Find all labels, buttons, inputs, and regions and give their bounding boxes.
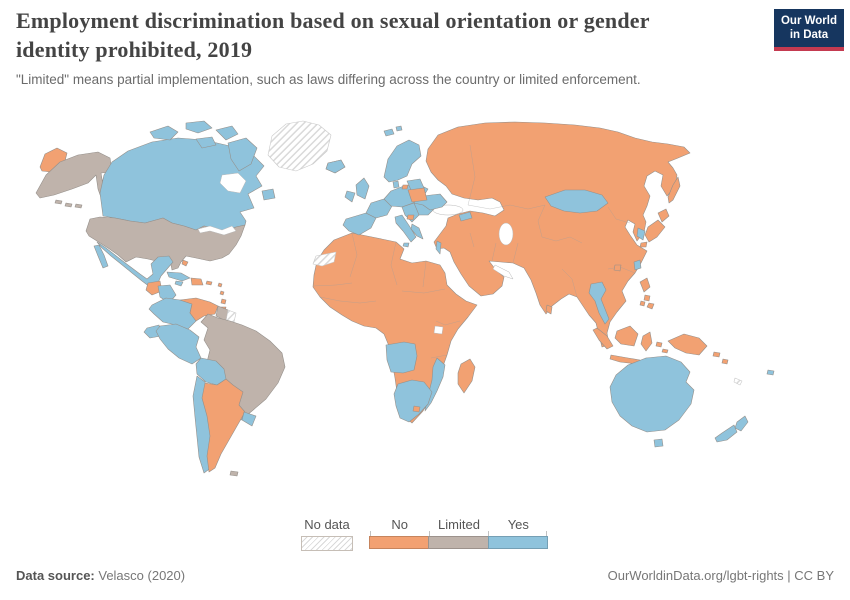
- region-greenland[interactable]: [267, 120, 332, 172]
- region-jamaica[interactable]: [174, 280, 184, 287]
- legend-tick: [546, 531, 547, 536]
- region-australia[interactable]: [609, 355, 695, 433]
- region-suriname[interactable]: [225, 309, 237, 323]
- region-aleutians[interactable]: [54, 199, 83, 209]
- credit-link[interactable]: OurWorldinData.org/lgbt-rights | CC BY: [607, 568, 834, 583]
- region-madagascar[interactable]: [457, 358, 476, 394]
- region-mongolia[interactable]: [544, 189, 609, 214]
- region-south_africa[interactable]: [393, 379, 433, 423]
- data-source: Data source: Velasco (2020): [16, 568, 185, 583]
- data-source-label: Data source:: [16, 568, 95, 583]
- region-south_korea[interactable]: [636, 227, 646, 241]
- region-uruguay[interactable]: [241, 411, 257, 427]
- region-hudson_bay: [219, 172, 247, 194]
- legend-swatch-yes[interactable]: [487, 536, 548, 549]
- legend-tick: [429, 531, 430, 536]
- region-iceland[interactable]: [325, 159, 346, 174]
- region-sri_lanka[interactable]: [545, 304, 553, 315]
- region-peru[interactable]: [155, 323, 202, 365]
- region-uk[interactable]: [355, 177, 370, 200]
- legend-tick: [488, 531, 489, 536]
- page-subtitle: "Limited" means partial implementation, …: [16, 72, 641, 87]
- region-italy[interactable]: [394, 214, 417, 248]
- region-new_guinea[interactable]: [667, 333, 708, 356]
- region-colombia[interactable]: [148, 297, 197, 330]
- region-great_lakes: [197, 225, 237, 236]
- legend-label-limited[interactable]: Limited: [438, 517, 480, 532]
- region-lesotho[interactable]: [412, 405, 421, 413]
- region-iberia[interactable]: [342, 212, 377, 236]
- region-georgia[interactable]: [458, 211, 473, 222]
- legend-swatch-limited[interactable]: [428, 536, 489, 549]
- region-lesser_antilles[interactable]: [217, 282, 227, 312]
- world-map-svg: [35, 120, 775, 477]
- legend-labels: No Limited Yes: [370, 517, 548, 532]
- page-title: Employment discrimination based on sexua…: [16, 8, 650, 62]
- region-mexico[interactable]: [93, 241, 174, 288]
- legend: No Limited Yes: [369, 517, 548, 549]
- region-persian_gulf: [492, 264, 514, 280]
- region-falkland_islands[interactable]: [229, 470, 239, 477]
- region-puerto_rico[interactable]: [205, 280, 213, 286]
- region-ireland[interactable]: [344, 190, 356, 203]
- region-taiwan[interactable]: [633, 259, 642, 271]
- region-sakhalin[interactable]: [667, 176, 681, 204]
- region-canada_islands[interactable]: [149, 120, 276, 201]
- region-hainan[interactable]: [613, 264, 622, 272]
- legend-tick: [370, 531, 371, 536]
- owid-logo-line2: in Data: [789, 28, 829, 41]
- region-western_sahara[interactable]: [312, 251, 337, 267]
- region-belarus[interactable]: [407, 187, 428, 203]
- owid-logo-line1: Our World: [780, 15, 837, 27]
- region-new_zealand[interactable]: [714, 415, 749, 443]
- data-source-value: Velasco (2020): [94, 568, 186, 583]
- region-new_caledonia[interactable]: [733, 377, 743, 386]
- region-kaliningrad[interactable]: [401, 184, 409, 190]
- region-tasmania[interactable]: [653, 438, 664, 448]
- region-ecuador[interactable]: [143, 324, 162, 339]
- region-philippines[interactable]: [639, 277, 655, 310]
- region-guatemala[interactable]: [145, 280, 163, 296]
- region-brazil[interactable]: [200, 313, 286, 421]
- region-caspian_sea: [498, 222, 514, 246]
- region-greece[interactable]: [410, 223, 424, 240]
- legend-no-data-swatch[interactable]: [301, 536, 353, 551]
- region-solomon_islands[interactable]: [712, 351, 729, 365]
- region-angola[interactable]: [385, 341, 418, 374]
- region-internal_borders: [312, 144, 688, 359]
- region-japan[interactable]: [639, 208, 670, 248]
- legend-no-data: No data: [301, 517, 353, 551]
- region-fiji[interactable]: [766, 369, 775, 376]
- region-argentina[interactable]: [201, 378, 246, 473]
- region-hispaniola[interactable]: [190, 277, 204, 286]
- legend-swatch-no[interactable]: [369, 536, 430, 549]
- owid-logo[interactable]: Our World in Data: [773, 9, 844, 51]
- legend-label-no[interactable]: No: [391, 517, 408, 532]
- region-lake_victoria: [433, 325, 444, 335]
- region-svalbard[interactable]: [383, 125, 403, 137]
- legend-label-yes[interactable]: Yes: [507, 517, 529, 532]
- region-north_macedonia[interactable]: [406, 214, 415, 221]
- region-denmark[interactable]: [392, 180, 400, 189]
- world-map: [0, 115, 850, 510]
- region-bahamas[interactable]: [181, 259, 189, 267]
- region-thailand[interactable]: [588, 281, 610, 325]
- region-nordics[interactable]: [383, 139, 422, 183]
- region-cuba[interactable]: [166, 271, 191, 282]
- region-israel[interactable]: [435, 240, 442, 255]
- legend-bar: [369, 531, 548, 549]
- legend-no-data-label: No data: [304, 517, 350, 532]
